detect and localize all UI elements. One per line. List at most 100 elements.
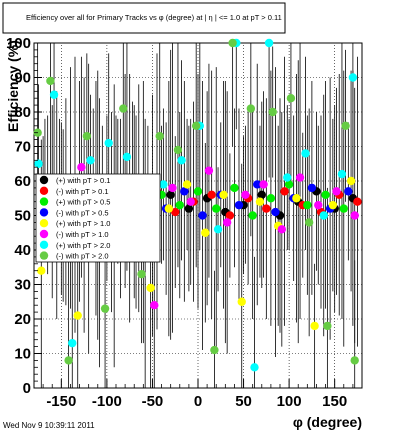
y-tick-label: 20: [14, 311, 31, 328]
y-tick-label: 100: [6, 35, 31, 52]
data-point: [77, 163, 86, 172]
legend-marker: [39, 240, 49, 249]
chart-title: Efficiency over all for Primary Tracks v…: [26, 13, 282, 22]
data-point: [259, 180, 268, 189]
data-point: [257, 190, 266, 199]
data-point: [193, 187, 203, 196]
data-point: [49, 90, 59, 99]
legend-label: (-) with pT > 0.1: [56, 187, 109, 196]
data-point: [337, 169, 347, 179]
y-tick-label: 90: [14, 70, 31, 87]
timestamp: Wed Nov 9 10:39:11 2011: [3, 421, 95, 430]
data-point: [301, 149, 310, 158]
y-axis-title: Efficiency (%): [5, 40, 21, 132]
y-tick-label: 0: [23, 380, 31, 397]
data-point: [304, 218, 314, 227]
data-point: [146, 283, 155, 293]
data-point: [100, 304, 110, 313]
data-point: [119, 104, 128, 113]
data-point: [353, 197, 362, 206]
data-point: [341, 121, 350, 130]
data-point: [262, 204, 271, 213]
data-point: [277, 225, 287, 234]
data-point: [180, 187, 189, 196]
data-point: [73, 311, 82, 320]
data-point: [241, 190, 250, 199]
data-point: [344, 187, 353, 196]
y-tick-label: 30: [14, 277, 31, 294]
data-point: [255, 197, 265, 206]
tick-labels: 0 10 20 30 40 50 60 70 80 90 100 -150 -100 -50 0 50 100 1…: [6, 35, 347, 410]
legend-marker: [39, 197, 49, 206]
data-point: [182, 180, 192, 189]
data-point: [237, 297, 246, 306]
y-tick-label: 40: [14, 242, 31, 259]
data-point: [292, 194, 301, 203]
data-point: [346, 176, 356, 186]
x-tick-label: -50: [142, 393, 164, 410]
data-point: [307, 183, 317, 193]
data-point: [323, 321, 332, 331]
data-point: [198, 211, 207, 220]
y-tick-label: 70: [14, 139, 31, 156]
data-point: [175, 200, 184, 210]
data-point: [64, 356, 73, 365]
legend-marker: [39, 186, 49, 195]
data-point: [168, 183, 177, 193]
data-point: [350, 211, 359, 220]
data-point: [150, 301, 159, 310]
y-tick-label: 60: [14, 173, 31, 190]
legend-frame: [35, 173, 161, 263]
data-point: [284, 180, 294, 189]
data-point: [328, 200, 338, 210]
data-point: [230, 183, 239, 193]
data-point: [201, 228, 210, 237]
data-point: [219, 190, 228, 199]
data-point: [166, 190, 175, 199]
legend-label: (-) with pT > 1.0: [56, 230, 109, 239]
data-point: [46, 76, 55, 86]
data-point: [286, 94, 296, 103]
data-point: [212, 204, 221, 213]
legend-label: (+) with pT > 0.5: [56, 198, 110, 207]
legend-marker: [39, 175, 49, 185]
data-point: [177, 156, 186, 165]
data-point: [204, 166, 214, 175]
data-point: [228, 38, 237, 48]
data-point: [310, 321, 319, 331]
data-point: [164, 204, 174, 213]
y-tick-label: 80: [14, 104, 31, 121]
data-point: [225, 211, 235, 220]
legend: (+) with pT > 0.1 (-) with pT > 0.1 (+) wi…: [35, 173, 161, 263]
data-point: [207, 190, 216, 199]
data-point: [234, 200, 244, 210]
data-point: [184, 204, 194, 213]
data-point: [250, 363, 259, 372]
legend-marker: [39, 251, 49, 260]
data-point: [159, 180, 168, 189]
data-point: [82, 131, 92, 141]
data-point: [303, 200, 312, 210]
chart-title-frame: [2, 2, 286, 34]
legend-marker: [39, 229, 49, 239]
legend-label: (-) with pT > 2.0: [56, 252, 109, 261]
chart-title-box: Efficiency over all for Primary Tracks v…: [2, 2, 286, 34]
data-point: [248, 211, 257, 220]
data-point: [34, 159, 43, 168]
legend-marker: [39, 208, 49, 217]
data-point: [321, 190, 330, 199]
data-point: [314, 200, 323, 210]
legend-label: (+) with pT > 0.1: [56, 176, 110, 185]
y-tick-label: 50: [14, 208, 31, 225]
data-point: [339, 204, 348, 213]
data-point: [246, 104, 256, 113]
x-tick-label: 50: [235, 393, 252, 410]
data-point: [210, 345, 219, 355]
data-point: [264, 38, 274, 48]
data-point: [68, 338, 77, 348]
data-point: [122, 152, 132, 162]
x-tick-label: 0: [194, 393, 202, 410]
y-tick-label: 10: [14, 346, 31, 363]
data-point: [348, 73, 358, 82]
